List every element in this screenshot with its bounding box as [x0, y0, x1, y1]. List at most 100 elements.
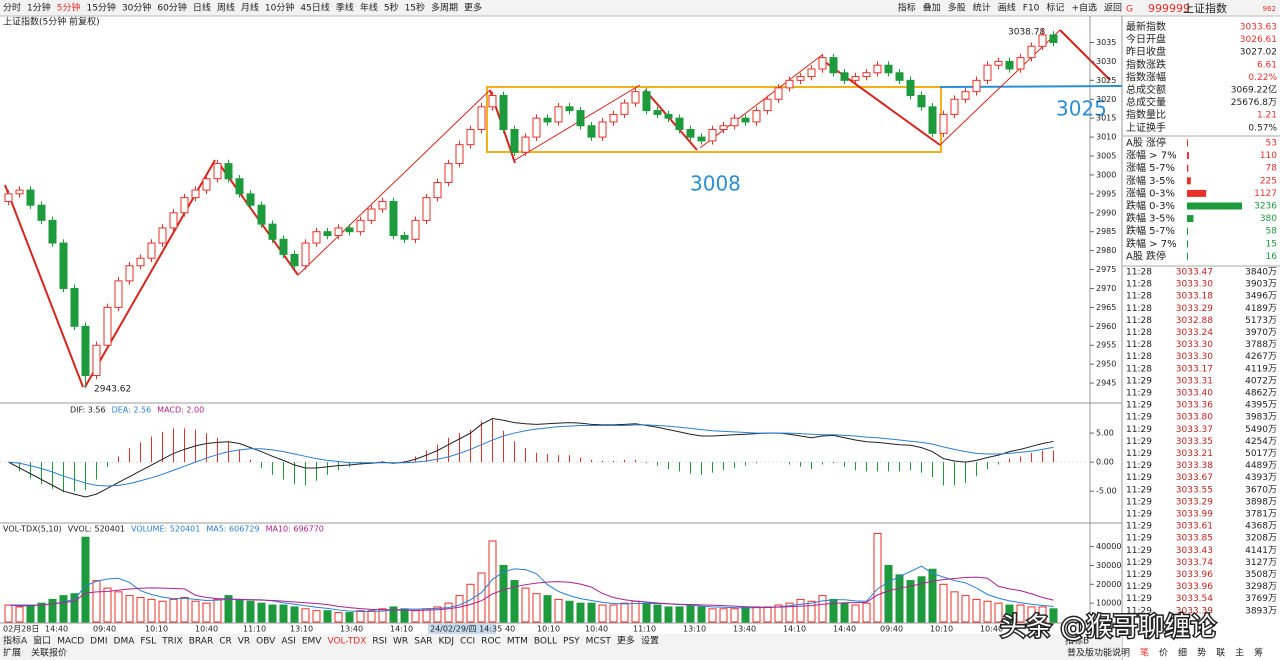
- y-tick-label: 2955: [1096, 341, 1116, 350]
- time-label: 40: [505, 625, 515, 634]
- candle-body: [136, 257, 145, 267]
- candle-body: [169, 212, 178, 229]
- indicator-tab[interactable]: 窗口: [33, 635, 51, 647]
- indicator-tab[interactable]: CR: [219, 637, 232, 647]
- trade-time: 11:29: [1126, 389, 1152, 399]
- trade-volume: 3769万: [1245, 594, 1277, 604]
- volume-bar: [763, 606, 772, 623]
- candle-body: [576, 110, 585, 127]
- period-tab[interactable]: 15分钟: [86, 2, 115, 14]
- indicator-tab[interactable]: DMI: [90, 637, 107, 647]
- indicator-tab[interactable]: MTM: [507, 637, 528, 647]
- candle-body: [543, 117, 552, 123]
- trade-volume: 3970万: [1245, 328, 1277, 338]
- period-tab[interactable]: 季线: [336, 2, 354, 14]
- trade-price: 3033.47: [1176, 268, 1213, 278]
- tool-button[interactable]: 画线: [998, 2, 1016, 14]
- breadth-label: 跌幅 3-5%: [1126, 212, 1175, 225]
- tool-button[interactable]: F10: [1023, 4, 1040, 14]
- bottom-tab[interactable]: 势: [1197, 647, 1206, 659]
- indicator-tab[interactable]: PSY: [563, 637, 580, 647]
- bottom-tab[interactable]: 普及版功能说明: [1067, 647, 1130, 659]
- period-tab[interactable]: 更多: [464, 2, 482, 14]
- y-tick-label: 2995: [1096, 189, 1116, 198]
- bottom-tab[interactable]: 笔: [1140, 647, 1149, 659]
- indicator-tab[interactable]: MCST: [586, 637, 612, 647]
- candle-body: [928, 106, 937, 134]
- volume-bar: [697, 606, 706, 623]
- period-tab[interactable]: 1分钟: [27, 2, 51, 14]
- period-tab[interactable]: 5秒: [384, 2, 399, 14]
- tool-button[interactable]: 统计: [973, 2, 991, 14]
- breadth-count: 15: [1266, 239, 1277, 249]
- tool-button[interactable]: 指标: [898, 2, 916, 14]
- candle-body: [213, 163, 222, 180]
- indicator-tab[interactable]: 设置: [641, 636, 659, 647]
- ext-tab[interactable]: 扩展: [3, 647, 21, 659]
- trade-time: 11:29: [1126, 497, 1152, 507]
- period-tab[interactable]: 5分钟: [57, 2, 81, 14]
- indicator-tab[interactable]: BOLL: [534, 637, 557, 647]
- bottom-tab[interactable]: 筹: [1254, 647, 1263, 659]
- period-tab[interactable]: 月线: [241, 2, 259, 14]
- period-tab[interactable]: 10分钟: [265, 2, 294, 14]
- indicator-tab[interactable]: DMA: [114, 637, 136, 647]
- indicator-tab[interactable]: WR: [393, 637, 408, 647]
- indicator-tab[interactable]: OBV: [256, 637, 276, 647]
- indicator-tab[interactable]: VOL-TDX: [327, 637, 366, 647]
- breadth-count: 16: [1266, 252, 1278, 262]
- period-tab[interactable]: 周线: [217, 2, 235, 14]
- period-tab[interactable]: 15秒: [405, 2, 425, 14]
- tool-button[interactable]: 返回: [1104, 2, 1122, 14]
- indicator-tab[interactable]: VR: [238, 637, 250, 647]
- indicator-tab[interactable]: KDJ: [438, 637, 454, 647]
- indicator-tab[interactable]: FSL: [140, 637, 156, 647]
- indicator-tab[interactable]: 更多: [617, 635, 635, 647]
- y-tick-label: 2985: [1096, 227, 1116, 236]
- tool-button[interactable]: 多股: [948, 2, 966, 14]
- bottom-tab[interactable]: 细: [1178, 647, 1187, 659]
- tool-button[interactable]: 叠加: [923, 3, 941, 14]
- indicator-tab[interactable]: BRAR: [189, 637, 213, 647]
- bottom-tab[interactable]: 联: [1216, 648, 1225, 659]
- quote-value: 6.61: [1257, 60, 1277, 70]
- candle-body: [1038, 34, 1047, 47]
- tool-button[interactable]: 标记: [1046, 2, 1064, 14]
- volume-bar: [631, 600, 640, 623]
- bottom-tab[interactable]: 价: [1159, 648, 1168, 659]
- period-tab[interactable]: 分时: [3, 2, 21, 14]
- trade-time: 11:29: [1126, 558, 1152, 568]
- name: 上证指数: [1183, 1, 1227, 15]
- volume-bar: [235, 598, 244, 623]
- period-tab[interactable]: 60分钟: [157, 2, 186, 14]
- indicator-tab[interactable]: ASI: [281, 637, 296, 647]
- indicator-tab[interactable]: EMV: [302, 637, 322, 647]
- arrow: [939, 29, 1061, 146]
- bottom-tab[interactable]: 主: [1235, 647, 1244, 659]
- period-tab[interactable]: 30分钟: [122, 2, 151, 14]
- tool-button[interactable]: +自选: [1071, 2, 1097, 14]
- indicator-tab[interactable]: RSI: [372, 637, 387, 647]
- candle-body: [609, 113, 618, 123]
- period-tab[interactable]: 日线: [193, 2, 211, 14]
- trade-volume: 3127万: [1245, 558, 1277, 568]
- candle-body: [48, 219, 57, 244]
- trade-price: 3033.54: [1176, 594, 1213, 604]
- volume-legend: VVOL: 520401: [68, 525, 125, 534]
- volume-bar: [851, 604, 860, 623]
- trade-volume: 4368万: [1245, 522, 1277, 532]
- ext-tab[interactable]: 关联报价: [31, 647, 67, 659]
- period-tab[interactable]: 45日线: [300, 2, 329, 14]
- indicator-tab[interactable]: MACD: [57, 637, 84, 647]
- quote-label: 指数量比: [1126, 108, 1166, 121]
- indicator-tab[interactable]: ROC: [481, 637, 501, 647]
- indicator-tab[interactable]: TRIX: [161, 637, 183, 647]
- indicator-b[interactable]: 指标B: [1065, 635, 1089, 647]
- volume-bar: [961, 595, 970, 623]
- indicator-tab[interactable]: SAR: [414, 637, 432, 647]
- volume-bar: [1005, 604, 1014, 623]
- indicator-tab[interactable]: CCI: [460, 637, 475, 647]
- period-tab[interactable]: 多周期: [431, 2, 458, 14]
- period-tab[interactable]: 年线: [360, 2, 378, 14]
- indicator-tab[interactable]: 指标A: [3, 635, 28, 647]
